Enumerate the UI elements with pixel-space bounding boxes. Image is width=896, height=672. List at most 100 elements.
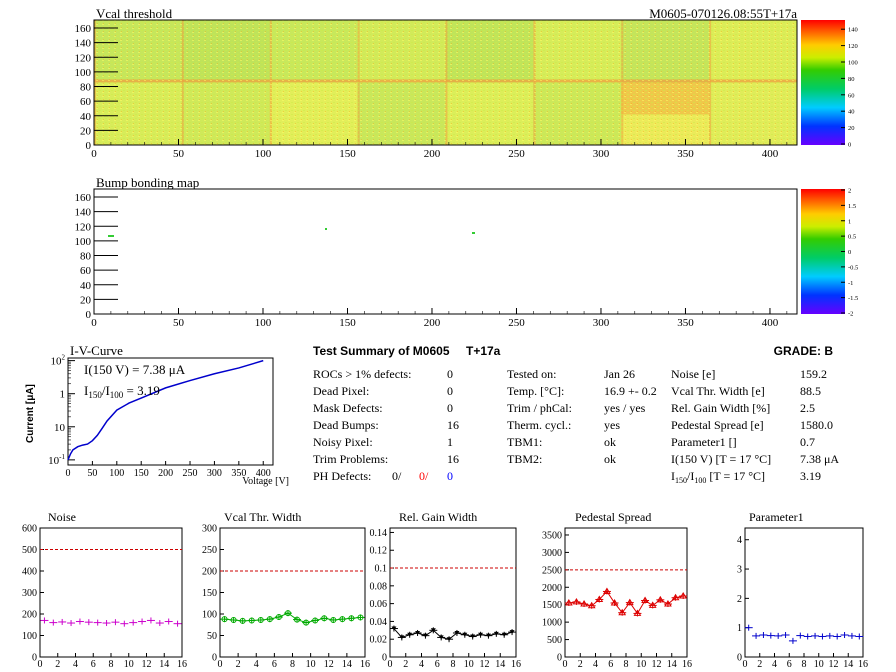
roc-y-tick-label: 0.04 bbox=[370, 617, 388, 628]
roc-series-line bbox=[393, 628, 513, 640]
y-tick-label: 100 bbox=[75, 67, 92, 79]
roc-y-tick-label: 2500 bbox=[542, 565, 562, 576]
roc-point bbox=[572, 597, 581, 605]
y-tick-label: 0 bbox=[86, 140, 92, 152]
roc-y-tick-label: 0.12 bbox=[370, 546, 388, 557]
roc-x-tick-label: 12 bbox=[652, 659, 662, 670]
roc-point bbox=[415, 630, 421, 635]
roc-point bbox=[656, 595, 665, 603]
bump-z-axis: -2 -1.5 -1 -0.5 0 0.5 1 1.5 2 bbox=[841, 188, 858, 318]
roc-x-tick-label: 0 bbox=[743, 659, 748, 670]
x-tick-label: 50 bbox=[173, 317, 185, 329]
roc-point bbox=[391, 626, 397, 631]
roc-y-tick-label: 600 bbox=[22, 524, 37, 535]
roc-x-tick-label: 2 bbox=[757, 659, 762, 670]
iv-x-tick-label: 50 bbox=[87, 468, 97, 479]
y-tick-label: 160 bbox=[75, 23, 92, 35]
y-tick-label: 60 bbox=[80, 96, 92, 108]
summary-label: Vcal Thr. Width [e] bbox=[671, 384, 765, 398]
roc-y-tick-label: 0.08 bbox=[370, 581, 388, 592]
roc-point bbox=[438, 635, 444, 640]
summary-label: Dead Bumps: bbox=[313, 418, 379, 432]
roc-x-tick-label: 14 bbox=[342, 659, 352, 670]
roc-point bbox=[257, 617, 264, 624]
roc-y-tick-label: 3 bbox=[737, 565, 742, 576]
roc-x-tick-label: 0 bbox=[218, 659, 223, 670]
roc-series-line bbox=[224, 612, 361, 624]
summary-value: 0 bbox=[447, 384, 453, 398]
bump-color-scale bbox=[801, 189, 845, 314]
roc-y-tick-label: 3000 bbox=[542, 548, 562, 559]
roc-x-tick-label: 8 bbox=[109, 659, 114, 670]
vcal-color-scale bbox=[801, 20, 845, 145]
x-tick-label: 0 bbox=[91, 148, 97, 160]
z-tick-label: 40 bbox=[848, 109, 855, 116]
roc-y-tick-label: 0 bbox=[382, 653, 387, 664]
bump-bonding-panel: Bump bonding map 0 50 100 150 200 250 300 350 40… bbox=[75, 175, 859, 329]
roc-y-tick-label: 50 bbox=[207, 631, 217, 642]
summary-value: 16 bbox=[447, 452, 459, 466]
summary-label: Mask Defects: bbox=[313, 401, 383, 415]
iv-y-tick-label: 10 bbox=[54, 422, 66, 434]
iv-x-tick-label: 350 bbox=[231, 468, 246, 479]
summary-label: Trim / phCal: bbox=[507, 401, 572, 415]
bump-defect-mark bbox=[472, 232, 475, 234]
iv-x-tick-label: 150 bbox=[134, 468, 149, 479]
roc-y-tick-label: 200 bbox=[202, 567, 217, 578]
roc-y-tick-label: 1 bbox=[737, 623, 742, 634]
roc-chart-frame bbox=[744, 527, 864, 658]
summary-value: ok bbox=[604, 435, 616, 449]
roc-point bbox=[266, 616, 273, 623]
iv-curve-panel: I-V-Curve Current [μA] Voltage [V] 0 50 10… bbox=[25, 343, 289, 487]
summary-value: 7.38 μA bbox=[800, 452, 839, 466]
roc-chart-title: Pedestal Spread bbox=[575, 510, 651, 524]
bump-title: Bump bonding map bbox=[96, 175, 199, 190]
roc-y-tick-label: 1000 bbox=[542, 618, 562, 629]
iv-x-tick-label: 100 bbox=[109, 468, 124, 479]
roc-y-tick-label: 4 bbox=[737, 535, 742, 546]
module-id: M0605-070126.08:55T+17a bbox=[649, 6, 797, 21]
roc-x-tick-label: 16 bbox=[511, 659, 521, 670]
x-tick-label: 200 bbox=[424, 148, 441, 160]
iv-x-tick-label: 300 bbox=[207, 468, 222, 479]
iv-plot-frame bbox=[67, 357, 274, 466]
roc-chart-frame bbox=[219, 527, 366, 658]
roc-point bbox=[493, 631, 499, 636]
summary-label: Trim Problems: bbox=[313, 452, 388, 466]
roc-point bbox=[478, 632, 484, 637]
roc-point bbox=[221, 616, 228, 623]
roc-point bbox=[357, 614, 364, 621]
y-tick-label: 20 bbox=[80, 125, 92, 137]
iv-x-tick-label: 200 bbox=[158, 468, 173, 479]
roc-x-tick-label: 6 bbox=[608, 659, 613, 670]
iv-xlabel: Voltage [V] bbox=[242, 476, 289, 487]
roc-x-tick-label: 10 bbox=[124, 659, 134, 670]
roc-chart-1: Vcal Thr. Width 0 2 4 6 8 10 12 14 16 0 50 100 150 200… bbox=[202, 510, 370, 670]
vcal-threshold-panel: Vcal threshold M0605-070126.08:55T+17a 0… bbox=[75, 6, 858, 160]
roc-y-tick-label: 0 bbox=[212, 653, 217, 664]
roc-x-tick-label: 8 bbox=[624, 659, 629, 670]
x-tick-label: 250 bbox=[508, 317, 525, 329]
roc-x-tick-label: 10 bbox=[636, 659, 646, 670]
roc-point bbox=[407, 632, 413, 637]
iv-y-tick-label: 10-1 bbox=[48, 453, 65, 467]
roc-y-tick-label: 500 bbox=[547, 635, 562, 646]
iv-ylabel: Current [μA] bbox=[25, 384, 36, 443]
x-tick-label: 200 bbox=[424, 317, 441, 329]
y-tick-label: 80 bbox=[80, 82, 92, 94]
roc-y-tick-label: 0.1 bbox=[375, 564, 388, 575]
roc-x-tick-label: 2 bbox=[403, 659, 408, 670]
summary-label: Therm. cycl.: bbox=[507, 418, 571, 432]
roc-y-tick-label: 0 bbox=[737, 653, 742, 664]
roc-x-tick-label: 10 bbox=[814, 659, 824, 670]
x-tick-label: 350 bbox=[677, 317, 694, 329]
roc-point bbox=[348, 615, 355, 622]
vcal-x-axis: 0 50 100 150 200 250 300 350 400 bbox=[91, 139, 788, 160]
roc-point bbox=[671, 593, 680, 601]
roc-y-tick-label: 0.14 bbox=[370, 528, 388, 539]
y-tick-label: 140 bbox=[75, 38, 92, 50]
roc-x-tick-label: 12 bbox=[142, 659, 152, 670]
roc-point bbox=[603, 587, 611, 594]
